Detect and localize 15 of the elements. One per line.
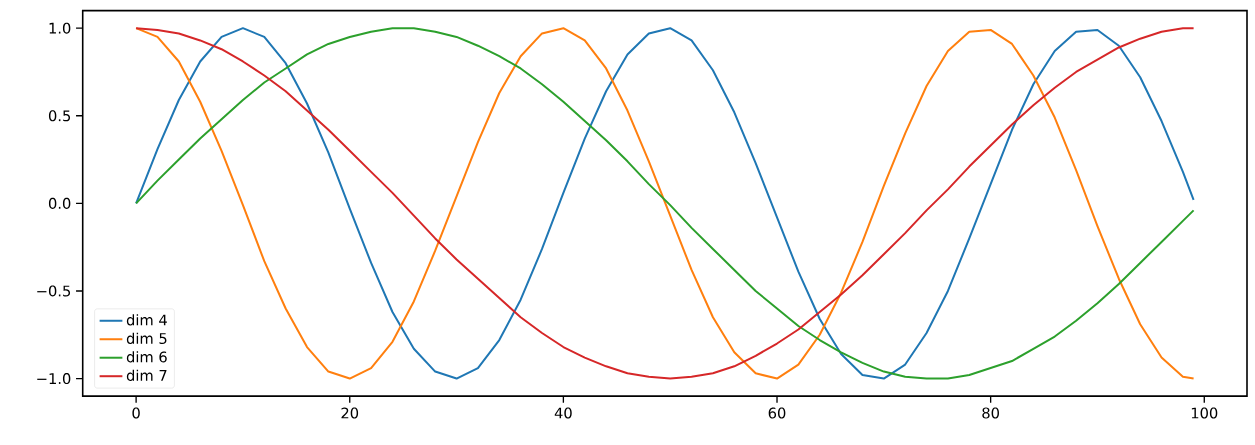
x-tick-label: 40: [554, 407, 572, 419]
y-tick-label: 1.0: [49, 22, 71, 34]
y-tick-label: 0.5: [48, 110, 71, 122]
legend-label: dim 5: [126, 332, 167, 344]
x-tick-label: 80: [982, 407, 999, 419]
x-tick-label: 60: [768, 407, 786, 419]
x-tick-label: 20: [341, 407, 359, 419]
legend-label: dim 4: [126, 313, 167, 326]
legend-label: dim 7: [126, 369, 167, 381]
x-tick-label: 100: [1191, 407, 1218, 419]
legend-label: dim 6: [126, 350, 167, 363]
y-tick-label: −1.0: [37, 372, 71, 384]
y-tick-label: −0.5: [37, 285, 71, 297]
x-tick-label: 0: [132, 407, 140, 419]
y-tick-label: 0.0: [48, 197, 71, 209]
